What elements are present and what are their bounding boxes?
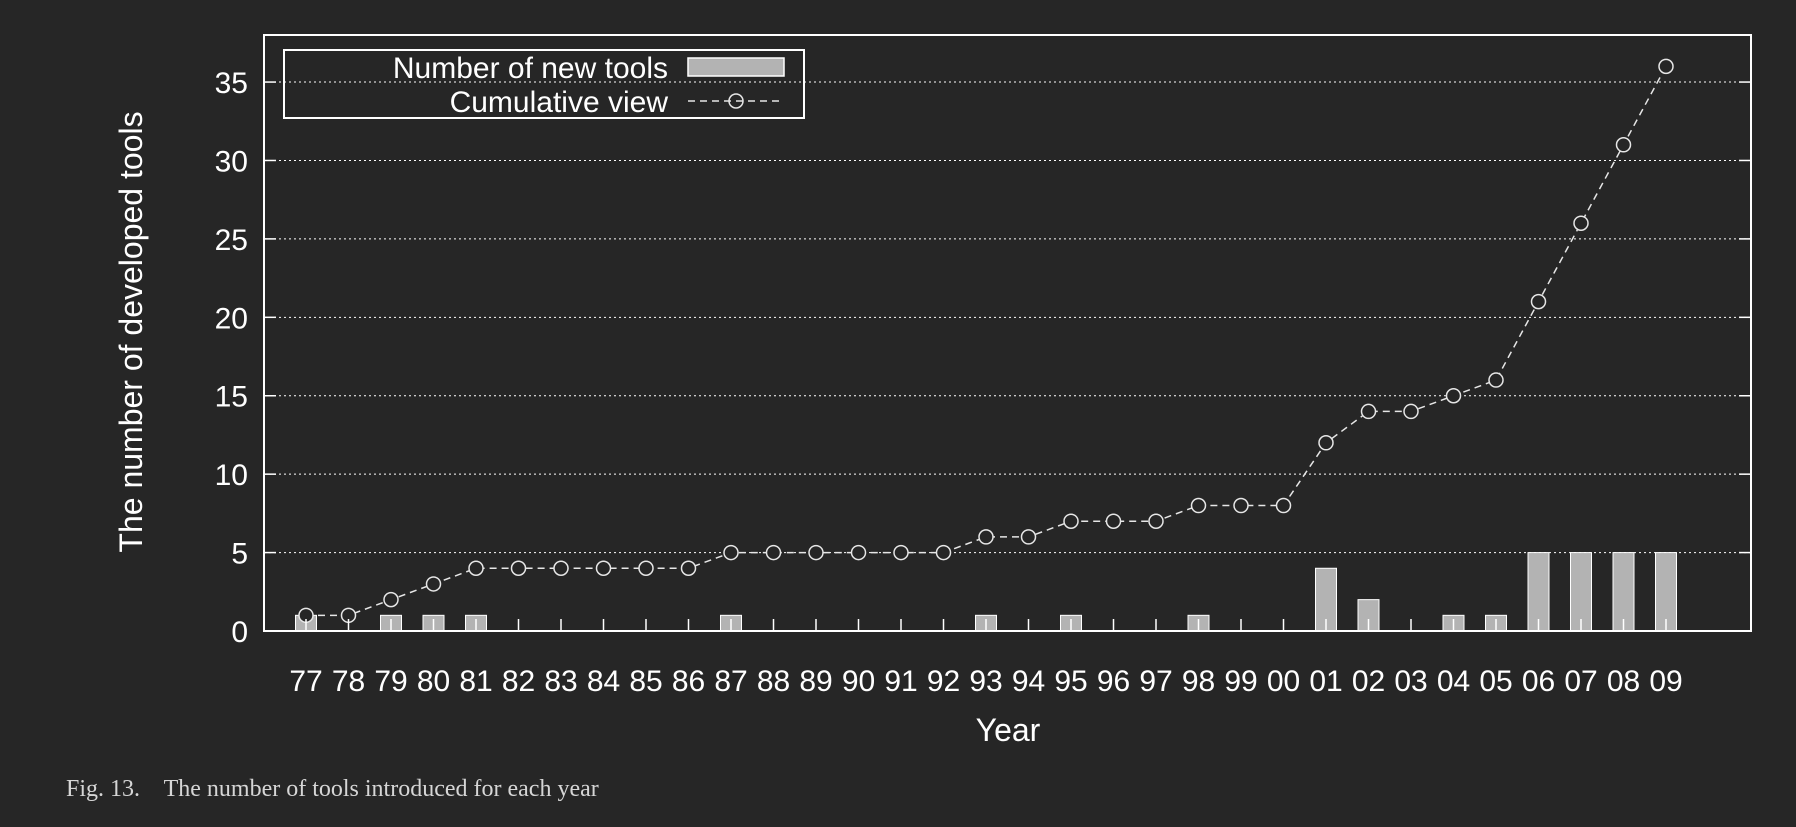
- x-tick-label: 08: [1607, 665, 1640, 698]
- x-tick-label: 05: [1479, 665, 1512, 698]
- y-tick-label: 30: [215, 145, 248, 178]
- x-tick-label: 88: [757, 665, 790, 698]
- x-tick-label: 80: [417, 665, 450, 698]
- x-tick-label: 86: [672, 665, 705, 698]
- x-tick-label: 98: [1182, 665, 1215, 698]
- legend-label-line: Cumulative view: [450, 86, 669, 119]
- x-tick-label: 07: [1564, 665, 1597, 698]
- data-point: [808, 544, 824, 561]
- x-tick-label: 97: [1139, 665, 1172, 698]
- x-axis-ticks: 77 78 79 80 81 82 83 84 85 86 87 88 89 90 91 92 93 94 95 96…: [289, 619, 1683, 698]
- plot-frame: [263, 34, 1752, 632]
- data-point: [1530, 293, 1547, 310]
- legend-box: [283, 49, 805, 119]
- data-point: [1190, 497, 1207, 514]
- data-point: [553, 560, 569, 577]
- data-point: [383, 591, 399, 608]
- x-tick-label: 93: [969, 665, 1002, 698]
- x-tick-label: 81: [459, 665, 492, 698]
- data-point: [850, 544, 867, 561]
- y-tick-label: 20: [215, 302, 248, 335]
- x-tick-label: 01: [1309, 665, 1342, 698]
- x-tick-label: 94: [1012, 665, 1045, 698]
- legend-swatch-bars: [687, 57, 785, 77]
- data-point: [1360, 403, 1377, 420]
- data-point: [1233, 497, 1249, 514]
- legend-swatch-marker: [728, 93, 744, 109]
- x-tick-label: 09: [1649, 665, 1682, 698]
- data-point: [638, 560, 654, 577]
- x-tick-label: 91: [884, 665, 917, 698]
- data-point: [680, 560, 697, 577]
- data-point: [935, 544, 952, 561]
- y-tick-label: 0: [231, 616, 248, 649]
- data-point: [1318, 435, 1334, 451]
- x-tick-label: 83: [544, 665, 577, 698]
- y-axis-ticks: 0 5 10 15 20 25 30 35: [215, 67, 1751, 649]
- x-tick-label: 06: [1522, 665, 1555, 698]
- x-tick-label: 82: [502, 665, 535, 698]
- x-tick-label: 78: [332, 665, 365, 698]
- data-point: [1573, 215, 1589, 231]
- x-axis-label: Year: [976, 712, 1041, 748]
- y-tick-label: 10: [215, 459, 248, 492]
- x-tick-label: 92: [927, 665, 960, 698]
- data-point: [1275, 497, 1292, 514]
- x-tick-label: 00: [1267, 665, 1300, 698]
- cumulative-line-series: [298, 58, 1674, 624]
- x-tick-label: 84: [587, 665, 620, 698]
- data-point: [1488, 372, 1504, 388]
- x-tick-label: 90: [842, 665, 875, 698]
- y-tick-label: 35: [215, 67, 248, 100]
- x-tick-label: 85: [629, 665, 662, 698]
- data-point: [1615, 137, 1632, 153]
- x-tick-label: 02: [1352, 665, 1385, 698]
- caption-text: The number of tools introduced for each …: [163, 776, 599, 802]
- figure-caption: Fig. 13. The number of tools introduced …: [66, 776, 599, 803]
- data-point: [1658, 58, 1674, 75]
- data-point: [893, 544, 909, 561]
- data-point: [425, 576, 442, 592]
- grid-lines: [264, 81, 1751, 554]
- y-axis-label: The number of developed tools: [113, 111, 149, 552]
- data-point: [723, 544, 739, 561]
- data-point: [510, 560, 527, 577]
- y-tick-label: 25: [215, 224, 248, 257]
- y-tick-label: 15: [215, 381, 248, 414]
- data-point: [765, 544, 782, 561]
- x-tick-label: 04: [1437, 665, 1470, 698]
- x-tick-label: 95: [1054, 665, 1087, 698]
- data-point: [1403, 403, 1419, 420]
- x-tick-label: 03: [1394, 665, 1427, 698]
- data-point: [1148, 513, 1164, 529]
- x-tick-label: 87: [714, 665, 747, 698]
- legend-label-bars: Number of new tools: [393, 52, 668, 85]
- x-tick-label: 96: [1097, 665, 1130, 698]
- x-tick-label: 79: [374, 665, 407, 698]
- data-point: [1020, 529, 1037, 545]
- data-point: [468, 560, 484, 577]
- x-tick-label: 77: [289, 665, 322, 698]
- data-point: [978, 529, 994, 545]
- caption-label: Fig. 13.: [66, 776, 141, 802]
- data-point: [1063, 513, 1079, 529]
- legend: Number of new tools Cumulative view: [283, 49, 805, 119]
- x-tick-label: 89: [799, 665, 832, 698]
- data-point: [1105, 513, 1122, 529]
- data-point: [595, 560, 612, 577]
- data-point: [1445, 387, 1462, 404]
- y-tick-label: 5: [231, 538, 248, 571]
- x-tick-label: 99: [1224, 665, 1257, 698]
